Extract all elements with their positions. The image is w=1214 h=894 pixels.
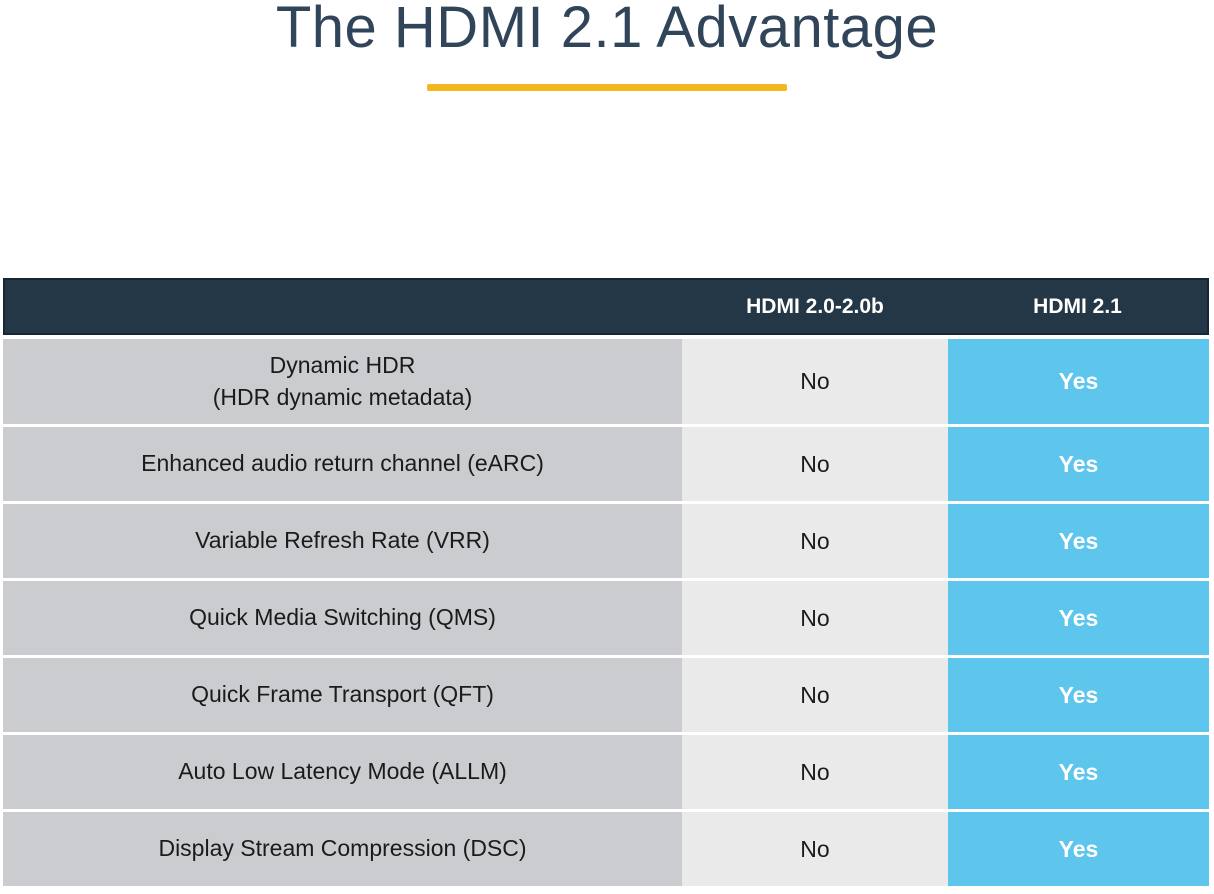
table-header-row: HDMI 2.0-2.0b HDMI 2.1 bbox=[3, 278, 1209, 335]
feature-cell: Variable Refresh Rate (VRR) bbox=[3, 504, 682, 578]
hdmi-2-1-value-cell: Yes bbox=[948, 581, 1209, 655]
table-row: Quick Media Switching (QMS) No Yes bbox=[3, 581, 1209, 655]
hdmi-2-0-value-cell: No bbox=[682, 812, 948, 886]
hdmi-2-1-value-cell: Yes bbox=[948, 735, 1209, 809]
hdmi-2-1-value-cell: Yes bbox=[948, 427, 1209, 501]
hdmi-2-1-value-cell: Yes bbox=[948, 658, 1209, 732]
hdmi-2-1-value-cell: Yes bbox=[948, 812, 1209, 886]
feature-cell: Display Stream Compression (DSC) bbox=[3, 812, 682, 886]
comparison-table: HDMI 2.0-2.0b HDMI 2.1 Dynamic HDR (HDR … bbox=[3, 278, 1209, 886]
feature-cell: Dynamic HDR (HDR dynamic metadata) bbox=[3, 339, 682, 424]
feature-cell: Quick Frame Transport (QFT) bbox=[3, 658, 682, 732]
hdmi-2-0-value-cell: No bbox=[682, 735, 948, 809]
hdmi-2-0-value-cell: No bbox=[682, 658, 948, 732]
hdmi-2-0-value-cell: No bbox=[682, 339, 948, 424]
hdmi-2-0-value-cell: No bbox=[682, 427, 948, 501]
table-row: Auto Low Latency Mode (ALLM) No Yes bbox=[3, 735, 1209, 809]
column-header-hdmi-2-1: HDMI 2.1 bbox=[1033, 294, 1122, 318]
table-row: Dynamic HDR (HDR dynamic metadata) No Ye… bbox=[3, 339, 1209, 424]
title-underline-rule bbox=[427, 84, 787, 91]
feature-cell: Auto Low Latency Mode (ALLM) bbox=[3, 735, 682, 809]
table-body: Dynamic HDR (HDR dynamic metadata) No Ye… bbox=[3, 335, 1209, 886]
feature-cell: Quick Media Switching (QMS) bbox=[3, 581, 682, 655]
table-row: Variable Refresh Rate (VRR) No Yes bbox=[3, 504, 1209, 578]
table-row: Display Stream Compression (DSC) No Yes bbox=[3, 812, 1209, 886]
page-title: The HDMI 2.1 Advantage bbox=[275, 0, 939, 60]
column-header-hdmi-2-0: HDMI 2.0-2.0b bbox=[746, 294, 884, 318]
hdmi-2-1-value-cell: Yes bbox=[948, 504, 1209, 578]
hdmi-2-1-value-cell: Yes bbox=[948, 339, 1209, 424]
table-row: Quick Frame Transport (QFT) No Yes bbox=[3, 658, 1209, 732]
table-row: Enhanced audio return channel (eARC) No … bbox=[3, 427, 1209, 501]
feature-cell: Enhanced audio return channel (eARC) bbox=[3, 427, 682, 501]
feature-column-header bbox=[5, 280, 682, 333]
hdmi-2-0-value-cell: No bbox=[682, 504, 948, 578]
hdmi-2-0-value-cell: No bbox=[682, 581, 948, 655]
